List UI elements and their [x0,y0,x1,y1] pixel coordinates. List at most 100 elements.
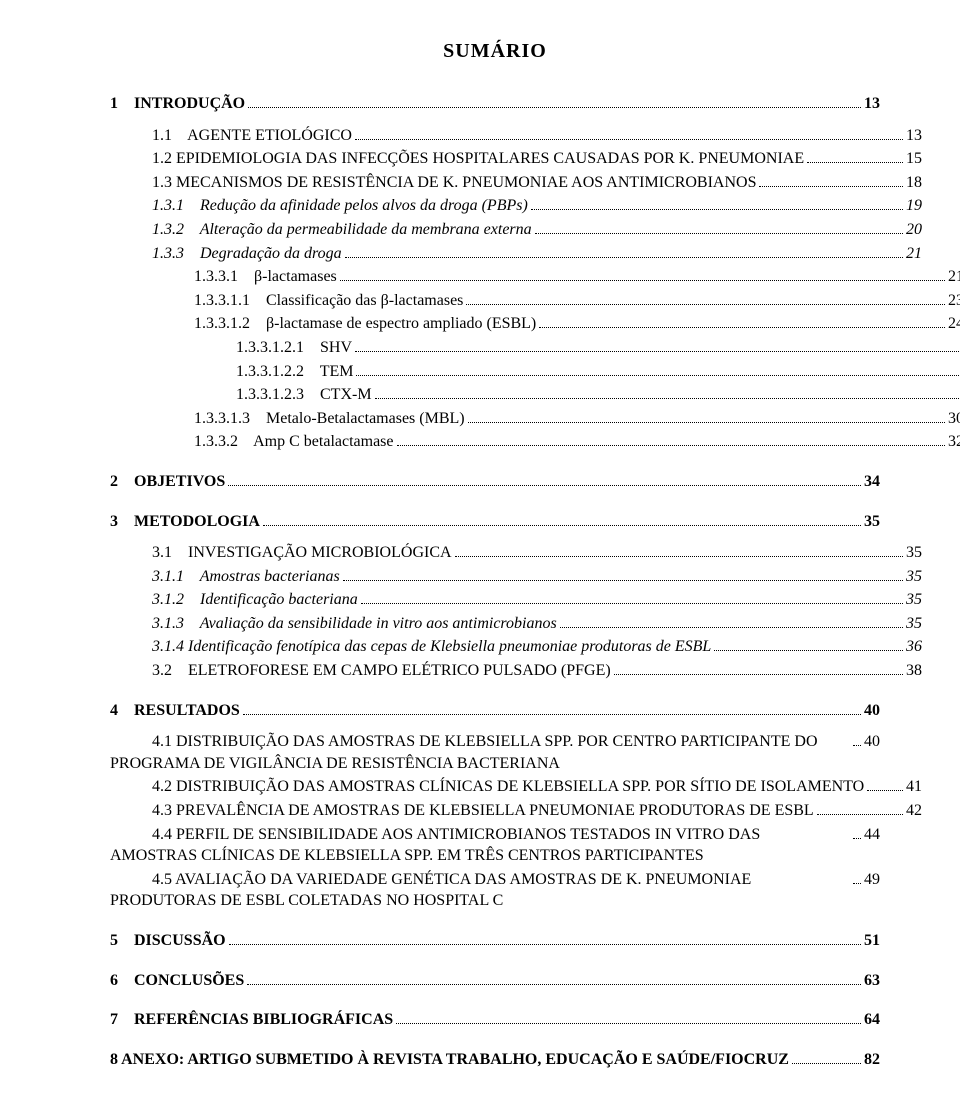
toc-label: 4.3 PREVALÊNCIA DE AMOSTRAS DE KLEBSIELL… [152,800,814,822]
toc-label: 1.2 EPIDEMIOLOGIA DAS INFECÇÕES HOSPITAL… [152,148,804,170]
toc-label: 1.3.1 Redução da afinidade pelos alvos d… [152,195,528,217]
toc-label: 3.1.3 Avaliação da sensibilidade in vitr… [152,613,557,635]
page-title: SUMÁRIO [110,40,880,63]
toc-leader-dots [455,543,903,557]
toc-label: 3 METODOLOGIA [110,511,260,533]
toc-entry: 1.3 MECANISMOS DE RESISTÊNCIA DE K. PNEU… [110,172,922,194]
toc-label: 3.1.2 Identificação bacteriana [152,589,358,611]
toc-leader-dots [247,971,861,985]
toc-leader-dots [228,472,861,486]
toc-label: 4.5 AVALIAÇÃO DA VARIEDADE GENÉTICA DAS … [110,869,850,912]
toc-leader-dots [560,614,903,628]
toc-leader-dots [817,801,903,815]
toc-label: 1.3 MECANISMOS DE RESISTÊNCIA DE K. PNEU… [152,172,756,194]
toc-leader-dots [853,870,861,884]
toc-leader-dots [345,244,903,258]
toc-leader-dots [531,197,903,211]
toc-leader-dots [397,433,945,447]
toc-leader-dots [535,220,903,234]
toc-leader-dots [466,291,945,305]
toc-label: 1.3.3.2 Amp C betalactamase [194,431,394,453]
toc-leader-dots [361,590,903,604]
toc-leader-dots [468,409,945,423]
toc-page-number: 35 [906,566,922,588]
toc-page-number: 13 [906,125,922,147]
toc-leader-dots [396,1010,861,1024]
toc-page-number: 30 [948,408,960,430]
toc-page-number: 40 [864,731,880,753]
toc-page-number: 35 [906,589,922,611]
document-page: SUMÁRIO 1 INTRODUÇÃO13 1.1 AGENTE ETIOLÓG… [0,0,960,1112]
toc-entry: 1.3.3.1.2 β-lactamase de espectro amplia… [110,313,960,335]
toc-page-number: 82 [864,1049,880,1071]
toc-leader-dots [263,512,861,526]
toc-entry: 1.3.1 Redução da afinidade pelos alvos d… [110,195,922,217]
toc-page-number: 23 [948,290,960,312]
toc-label: 1.1 AGENTE ETIOLÓGICO [152,125,352,147]
toc-leader-dots [792,1050,861,1064]
toc-leader-dots [356,362,960,376]
toc-leader-dots [229,931,861,945]
toc-entry: 6 CONCLUSÕES 63 [110,970,880,992]
toc-page-number: 38 [906,660,922,682]
toc-page-number: 24 [948,313,960,335]
toc-entry: 3.1 INVESTIGAÇÃO MICROBIOLÓGICA35 [110,542,922,564]
toc-entry: 3.1.4 Identificação fenotípica das cepas… [110,636,922,658]
toc-entry: 3 METODOLOGIA 35 [110,511,880,533]
toc-page-number: 35 [906,613,922,635]
toc-label: 4.4 PERFIL DE SENSIBILIDADE AOS ANTIMICR… [110,824,850,867]
toc-label: 7 REFERÊNCIAS BIBLIOGRÁFICAS [110,1009,393,1031]
toc-page-number: 44 [864,824,880,846]
toc-label: 1.3.3.1.2.3 CTX-M [236,384,372,406]
toc-leader-dots [355,338,960,352]
toc-entry: 1.2 EPIDEMIOLOGIA DAS INFECÇÕES HOSPITAL… [110,148,922,170]
toc-label: 1.3.3.1 β-lactamases [194,266,337,288]
toc-page-number: 64 [864,1009,880,1031]
toc-entry: 4.3 PREVALÊNCIA DE AMOSTRAS DE KLEBSIELL… [110,800,922,822]
toc-leader-dots [343,567,903,581]
toc-entry: 4.5 AVALIAÇÃO DA VARIEDADE GENÉTICA DAS … [110,869,880,912]
toc-page-number: 51 [864,930,880,952]
toc-entry: 4.1 DISTRIBUIÇÃO DAS AMOSTRAS DE KLEBSIE… [110,731,880,774]
toc-page-number: 63 [864,970,880,992]
toc-page-number: 42 [906,800,922,822]
toc-entry: 3.1.2 Identificação bacteriana 35 [110,589,922,611]
toc-label: 1.3.3.1.2 β-lactamase de espectro amplia… [194,313,536,335]
toc-page-number: 40 [864,700,880,722]
toc-leader-dots [853,732,861,746]
toc-leader-dots [375,385,960,399]
toc-entry: 1.3.3.1.2.3 CTX-M29 [110,384,960,406]
toc-entry: 1 INTRODUÇÃO13 [110,93,880,115]
toc-leader-dots [340,267,945,281]
toc-label: 1.3.3.1.1 Classificação das β-lactamases [194,290,463,312]
toc-page-number: 49 [864,869,880,891]
toc-entry: 4.2 DISTRIBUIÇÃO DAS AMOSTRAS CLÍNICAS D… [110,776,922,798]
toc-leader-dots [243,701,861,715]
toc-label: 4.2 DISTRIBUIÇÃO DAS AMOSTRAS CLÍNICAS D… [152,776,864,798]
toc-leader-dots [248,94,861,108]
toc-label: 3.1.4 Identificação fenotípica das cepas… [152,636,711,658]
toc-entry: 4.4 PERFIL DE SENSIBILIDADE AOS ANTIMICR… [110,824,880,867]
toc-leader-dots [853,825,861,839]
toc-entry: 3.1.3 Avaliação da sensibilidade in vitr… [110,613,922,635]
toc-entry: 1.3.3.1.2.1 SHV26 [110,337,960,359]
toc-page-number: 19 [906,195,922,217]
toc-label: 2 OBJETIVOS [110,471,225,493]
toc-page-number: 21 [906,243,922,265]
toc-page-number: 36 [906,636,922,658]
toc-page-number: 34 [864,471,880,493]
toc-leader-dots [714,638,903,652]
toc-page-number: 35 [864,511,880,533]
toc-label: 6 CONCLUSÕES [110,970,244,992]
toc-page-number: 18 [906,172,922,194]
toc-page-number: 41 [906,776,922,798]
toc-page-number: 21 [948,266,960,288]
toc-page-number: 35 [906,542,922,564]
toc-label: 3.2 ELETROFORESE EM CAMPO ELÉTRICO PULSA… [152,660,611,682]
toc-page-number: 15 [906,148,922,170]
toc-entry: 1.3.3.2 Amp C betalactamase32 [110,431,960,453]
toc-label: 3.1.1 Amostras bacterianas [152,566,340,588]
toc-leader-dots [759,173,903,187]
toc-entry: 1.1 AGENTE ETIOLÓGICO 13 [110,125,922,147]
toc-entry: 1.3.3.1.1 Classificação das β-lactamases… [110,290,960,312]
